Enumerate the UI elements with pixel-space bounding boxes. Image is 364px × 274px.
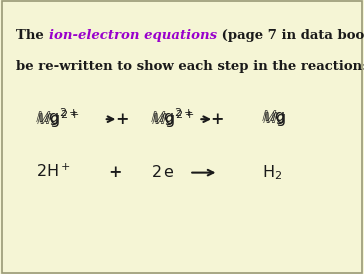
Text: $\mathbb{M}\mathrm{g}^{2+}$: $\mathbb{M}\mathrm{g}^{2+}$ xyxy=(150,106,194,128)
Text: +: + xyxy=(108,164,122,181)
Text: be re-written to show each step in the reaction:: be re-written to show each step in the r… xyxy=(16,60,364,73)
Text: $\mathrm{2H}^+$: $\mathrm{2H}^+$ xyxy=(36,164,71,181)
Text: (page 7 in data booklet) can: (page 7 in data booklet) can xyxy=(217,29,364,42)
Text: $\mathrm{H}_2$: $\mathrm{H}_2$ xyxy=(262,163,282,182)
Text: $\mathbb{M}\mathrm{g}$: $\mathbb{M}\mathrm{g}$ xyxy=(261,108,285,126)
Text: The: The xyxy=(16,29,49,42)
Text: $\mathbb{M}\mathrm{g}^{2+}$: $\mathbb{M}\mathrm{g}^{2+}$ xyxy=(35,106,79,128)
Text: $\mathbb{M}\mathrm{g}^{2+}$: $\mathbb{M}\mathrm{g}^{2+}$ xyxy=(36,108,80,130)
Text: +: + xyxy=(210,111,223,128)
Text: $\mathrm{2\,e}$: $\mathrm{2\,e}$ xyxy=(151,164,175,181)
Text: +: + xyxy=(115,111,129,128)
Text: $\mathbb{M}\mathrm{g}^{2+}$: $\mathbb{M}\mathrm{g}^{2+}$ xyxy=(151,108,195,130)
Text: ion-electron equations: ion-electron equations xyxy=(49,29,217,42)
Text: $\mathbb{M}\mathrm{g}$: $\mathbb{M}\mathrm{g}$ xyxy=(262,110,286,128)
